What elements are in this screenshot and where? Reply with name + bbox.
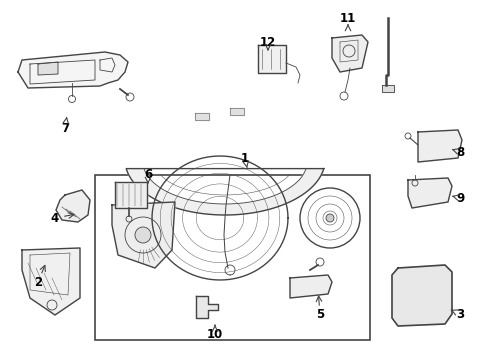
Polygon shape (56, 190, 90, 222)
Polygon shape (196, 296, 218, 318)
Text: 8: 8 (456, 145, 464, 158)
Polygon shape (332, 35, 368, 72)
Text: 3: 3 (456, 307, 464, 320)
Bar (95, 175, 370, 340)
Polygon shape (195, 113, 209, 120)
Text: 11: 11 (340, 12, 356, 24)
Polygon shape (112, 202, 175, 268)
Polygon shape (126, 168, 324, 215)
Text: 2: 2 (34, 275, 42, 288)
Polygon shape (382, 85, 394, 92)
Polygon shape (258, 45, 286, 73)
Text: 1: 1 (241, 152, 249, 165)
Text: 7: 7 (61, 122, 69, 135)
Polygon shape (18, 52, 128, 88)
Text: 12: 12 (260, 36, 276, 49)
Polygon shape (408, 178, 452, 208)
Polygon shape (22, 248, 80, 315)
Text: 5: 5 (316, 309, 324, 321)
Circle shape (135, 227, 151, 243)
Text: 9: 9 (456, 192, 464, 204)
Text: 10: 10 (207, 328, 223, 342)
Polygon shape (418, 130, 462, 162)
Polygon shape (392, 265, 452, 326)
Polygon shape (38, 62, 58, 75)
Polygon shape (230, 108, 244, 115)
Text: 4: 4 (51, 211, 59, 225)
Polygon shape (290, 275, 332, 298)
Text: 6: 6 (144, 168, 152, 181)
Polygon shape (115, 182, 147, 208)
Circle shape (326, 214, 334, 222)
